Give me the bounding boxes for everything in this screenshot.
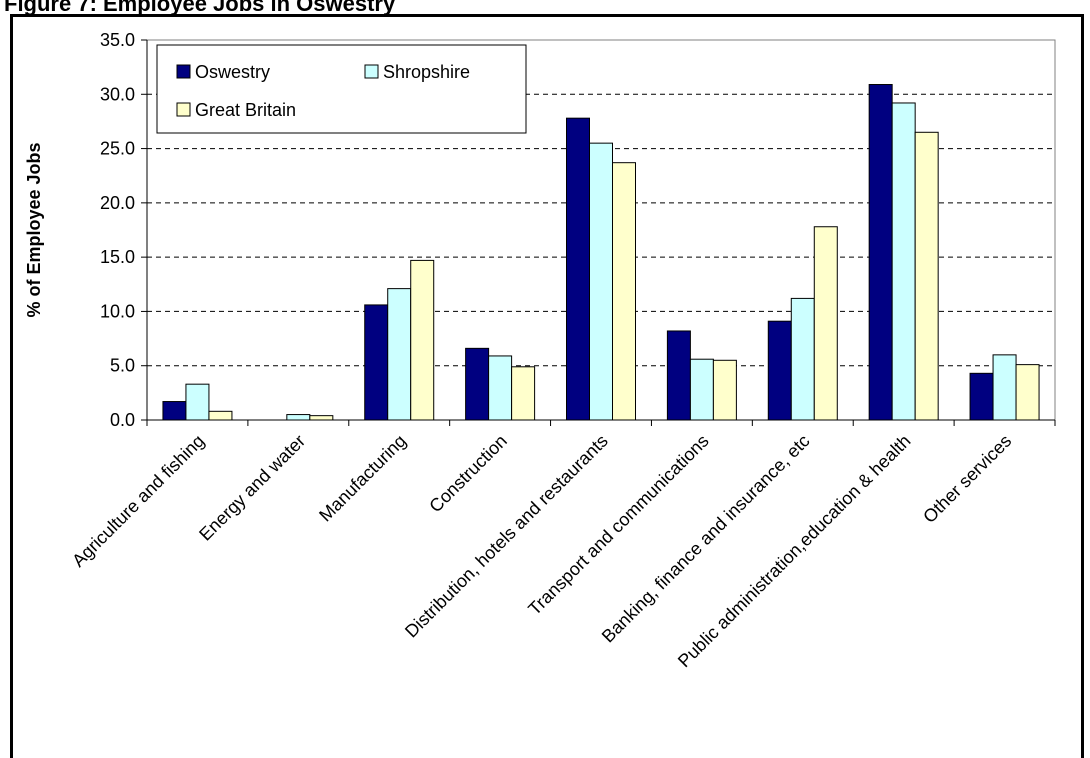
y-tick-label: 10.0 bbox=[100, 301, 135, 321]
bar bbox=[790, 297, 815, 421]
y-tick-label: 25.0 bbox=[100, 139, 135, 159]
x-tick-label: Other services bbox=[919, 431, 1015, 527]
chart-title: Figure 7: Employee Jobs in Oswestry bbox=[4, 0, 396, 16]
legend-box bbox=[156, 44, 527, 134]
y-tick-label: 35.0 bbox=[100, 30, 135, 50]
bar bbox=[712, 359, 737, 421]
legend-label: Oswestry bbox=[195, 62, 270, 82]
y-tick-label: 15.0 bbox=[100, 247, 135, 267]
bar bbox=[364, 304, 389, 421]
y-tick-label: 20.0 bbox=[100, 193, 135, 213]
bars bbox=[162, 84, 1040, 421]
bar bbox=[208, 410, 233, 421]
bar bbox=[767, 320, 792, 421]
x-tick-label: Public administration,education & health bbox=[674, 431, 915, 672]
legend-swatch bbox=[176, 64, 191, 79]
bar bbox=[612, 162, 636, 421]
y-tick-label: 5.0 bbox=[110, 356, 135, 376]
bar bbox=[387, 288, 412, 421]
bar bbox=[185, 383, 210, 421]
x-tick-label: Energy and water bbox=[195, 431, 309, 545]
y-tick-label: 30.0 bbox=[100, 84, 135, 104]
bar bbox=[511, 366, 536, 421]
legend-label: Great Britain bbox=[195, 100, 296, 120]
axes bbox=[141, 39, 1056, 426]
x-tick-label: Distribution, hotels and restaurants bbox=[401, 431, 612, 642]
x-tick-label: Manufacturing bbox=[315, 431, 410, 526]
bar bbox=[992, 354, 1017, 421]
bar bbox=[589, 142, 613, 421]
x-tick-label: Agriculture and fishing bbox=[68, 431, 208, 571]
bar bbox=[488, 355, 513, 421]
bar bbox=[465, 347, 490, 421]
bar bbox=[309, 415, 334, 421]
bar bbox=[813, 226, 838, 421]
legend-label: Shropshire bbox=[383, 62, 470, 82]
legend-swatch bbox=[176, 102, 191, 117]
y-axis-label: % of Employee Jobs bbox=[24, 142, 44, 317]
bar bbox=[914, 131, 939, 421]
x-tick-label: Transport and communications bbox=[524, 431, 712, 619]
y-tick-label: 0.0 bbox=[110, 410, 135, 430]
legend: Oswestry Shropshire Great Britain bbox=[156, 44, 527, 134]
bar bbox=[162, 401, 187, 421]
bar bbox=[868, 84, 893, 421]
x-tick-label: Construction bbox=[425, 431, 511, 517]
bar bbox=[891, 102, 916, 421]
bar bbox=[969, 372, 994, 421]
x-tick-label: Banking, finance and insurance, etc bbox=[598, 431, 814, 647]
chart-frame bbox=[10, 14, 1084, 758]
bar bbox=[666, 330, 691, 421]
bar bbox=[689, 358, 714, 421]
bar bbox=[410, 259, 435, 421]
bar bbox=[286, 414, 311, 421]
bar bbox=[566, 117, 590, 421]
legend-swatch bbox=[364, 64, 379, 79]
bar bbox=[1015, 364, 1040, 421]
